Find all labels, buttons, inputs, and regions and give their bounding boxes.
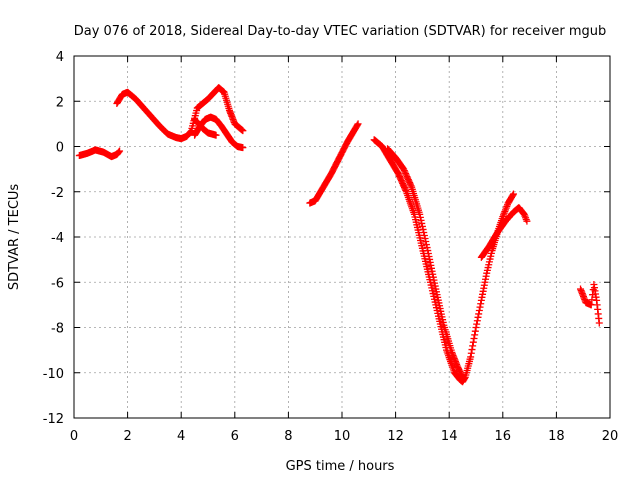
y-tick-label: -12 — [43, 412, 64, 427]
data-point — [416, 210, 424, 218]
data-point — [239, 127, 247, 135]
x-tick-label: 10 — [334, 429, 351, 444]
x-tick-label: 2 — [123, 429, 131, 444]
data-point — [423, 244, 431, 252]
series-arc7 — [370, 136, 518, 386]
data-point — [474, 313, 482, 321]
series-arc3 — [188, 84, 247, 135]
data-point — [418, 219, 426, 227]
data-point — [353, 121, 361, 129]
data-point — [405, 177, 413, 185]
data-point — [471, 331, 479, 339]
data-point — [212, 131, 220, 139]
grid-lines — [74, 56, 610, 418]
y-tick-label: -8 — [51, 322, 64, 337]
x-tick-label: 8 — [284, 429, 292, 444]
data-point — [115, 148, 123, 156]
series-arc10 — [577, 281, 603, 327]
y-tick-label: -10 — [43, 367, 64, 382]
data-point — [509, 191, 517, 199]
data-point — [472, 324, 480, 331]
data-point — [354, 120, 362, 128]
data-point — [406, 180, 414, 188]
data-point — [469, 342, 477, 350]
data-point — [459, 373, 467, 381]
data-point — [422, 241, 430, 249]
x-tick-label: 6 — [231, 429, 239, 444]
y-tick-label: 0 — [56, 141, 64, 156]
data-point — [475, 307, 483, 315]
x-tick-label: 4 — [177, 429, 185, 444]
data-point — [416, 213, 424, 221]
data-point — [406, 179, 414, 187]
data-point — [420, 231, 428, 239]
y-tick-label: -6 — [51, 276, 64, 291]
series-arc8 — [384, 145, 467, 381]
series-arc5 — [191, 115, 220, 139]
data-point — [400, 167, 408, 175]
data-point — [402, 170, 410, 178]
data-point — [468, 346, 476, 354]
data-point — [403, 173, 411, 181]
data-point — [402, 171, 410, 179]
y-tick-label: 4 — [56, 50, 64, 65]
data-point — [400, 165, 408, 173]
data-point — [477, 300, 485, 308]
data-point — [401, 168, 409, 176]
data-point — [523, 217, 531, 225]
x-tick-label: 0 — [70, 429, 78, 444]
data-point — [420, 228, 428, 236]
data-point — [587, 301, 595, 309]
data-point — [467, 349, 475, 357]
x-tick-label: 20 — [602, 429, 619, 444]
axis-ticks: 0 2 4 6 8 10 12 14 16 18 20 -12 -10 -8 -6 -4 -2 0 2 4 — [43, 50, 619, 444]
data-point — [419, 225, 427, 233]
x-tick-label: 12 — [387, 429, 404, 444]
data-point — [407, 182, 415, 190]
y-axis-label: SDTVAR / TECUs — [7, 184, 22, 291]
data-point — [422, 238, 430, 246]
data-point — [473, 320, 481, 328]
data-point — [470, 335, 478, 343]
data-point — [418, 222, 426, 230]
data-point — [595, 319, 603, 327]
data-point — [404, 174, 412, 182]
data-point — [421, 235, 429, 243]
data-point — [476, 303, 484, 311]
data-point — [417, 216, 425, 224]
series-arc4 — [191, 113, 247, 152]
data-point — [467, 353, 475, 361]
series-arc9 — [477, 204, 531, 261]
data-point — [404, 176, 412, 184]
data-point — [510, 190, 518, 198]
data-point — [473, 317, 481, 325]
data-point — [239, 144, 247, 152]
series-arc2 — [113, 88, 196, 143]
data-point — [471, 327, 479, 335]
series-arc6 — [306, 120, 362, 207]
chart-title: Day 076 of 2018, Sidereal Day-to-day VTE… — [74, 24, 607, 39]
data-point — [469, 338, 477, 346]
x-tick-label: 18 — [548, 429, 565, 444]
data-point — [458, 372, 466, 380]
y-tick-label: -4 — [51, 231, 64, 246]
x-axis-label: GPS time / hours — [286, 459, 395, 474]
x-tick-label: 16 — [495, 429, 512, 444]
y-tick-label: 2 — [56, 95, 64, 110]
data-point — [475, 310, 483, 318]
y-tick-label: -2 — [51, 186, 64, 201]
data-point — [116, 147, 124, 155]
x-tick-label: 14 — [441, 429, 458, 444]
data-points — [75, 84, 603, 386]
series-arc1 — [75, 146, 124, 161]
